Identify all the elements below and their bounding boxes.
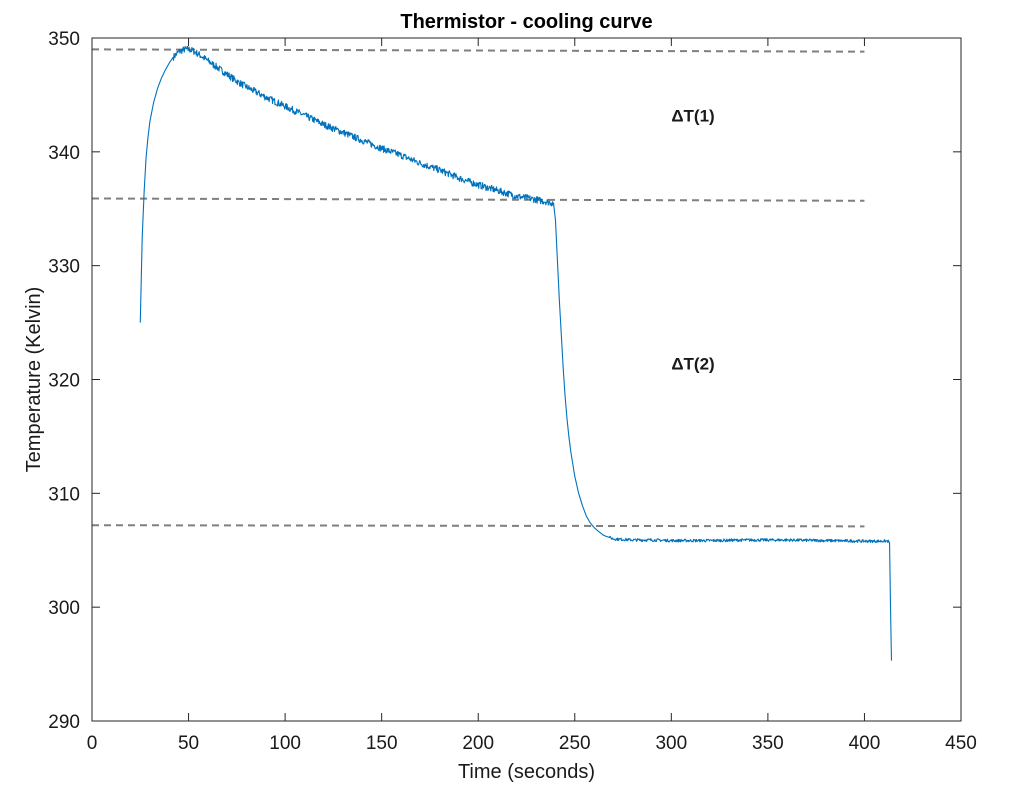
x-tick-label: 50 [178, 733, 199, 754]
x-tick-label: 300 [655, 733, 687, 754]
x-tick-label: 250 [559, 733, 591, 754]
y-tick-label: 330 [48, 257, 80, 278]
reference-line-3 [91, 524, 865, 528]
annotation-delta-t-1: ΔT(1) [671, 106, 714, 125]
y-tick-label: 300 [48, 598, 80, 619]
x-axis-label: Time (seconds) [458, 761, 595, 783]
annotation-delta-t-2: ΔT(2) [671, 355, 714, 374]
y-axis-label: Temperature (Kelvin) [23, 287, 45, 473]
chart-title: Thermistor - cooling curve [400, 11, 652, 33]
x-tick-label: 0 [87, 733, 98, 754]
axes-box [91, 37, 962, 722]
x-tick-label: 450 [945, 733, 977, 754]
x-tick-label: 200 [462, 733, 494, 754]
x-tick-label: 350 [752, 733, 784, 754]
axes: 0 50 100 150 200 250 300 350 400 450 290 300 310 320 3… [48, 29, 977, 754]
x-tick-label: 400 [849, 733, 881, 754]
x-tick-label: 100 [269, 733, 301, 754]
y-tick-label: 290 [48, 712, 80, 733]
y-tick-label: 340 [48, 143, 80, 164]
reference-line-1 [91, 48, 865, 53]
x-tick-label: 150 [366, 733, 398, 754]
y-tick-label: 320 [48, 371, 80, 392]
y-tick-label: 310 [48, 484, 80, 505]
plot-area: ΔT(1) ΔT(2) [91, 45, 893, 661]
series-line-1 [139, 45, 893, 661]
reference-line-2 [91, 197, 865, 202]
y-tick-label: 350 [48, 29, 80, 50]
